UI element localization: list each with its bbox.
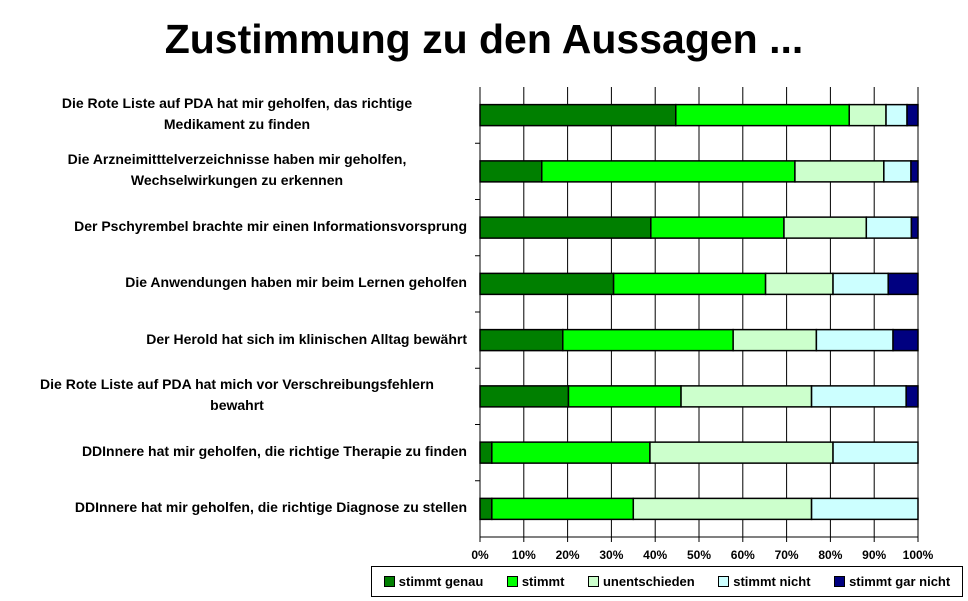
category-label: DDInnere hat mir geholfen, die richtige … <box>0 497 467 518</box>
category-label-line: Die Anwendungen haben mir beim Lernen ge… <box>125 274 467 291</box>
legend-item: stimmt nicht <box>718 574 811 589</box>
bar-segment-unentschieden <box>680 385 813 408</box>
bar-segment-stimmt <box>562 328 734 352</box>
bar-segment-stimmt-nicht <box>810 385 907 408</box>
bar-segment-stimmt-nicht <box>865 216 913 239</box>
bar-segment-stimmt-genau <box>479 272 615 296</box>
category-label: Der Pschyrembel brachte mir einen Inform… <box>0 216 467 237</box>
bar-segment-stimmt <box>675 103 850 127</box>
bar-segment-stimmt <box>650 216 785 239</box>
bar-segment-stimmt-nicht <box>832 441 919 464</box>
legend-item: unentschieden <box>587 574 695 589</box>
chart-title: Zustimmung zu den Aussagen ... <box>164 16 804 62</box>
category-label-line: DDInnere hat mir geholfen, die richtige … <box>81 443 467 460</box>
bar-segment-stimmt <box>491 497 635 521</box>
bar-segment-stimmt-gar-nicht <box>887 272 919 296</box>
category-label: DDInnere hat mir geholfen, die richtige … <box>0 441 467 462</box>
bar-segment-stimmt-nicht <box>832 272 889 296</box>
bar-segment-stimmt-gar-nicht <box>906 103 919 127</box>
bar-segment-stimmt <box>567 385 682 408</box>
bar-segment-unentschieden <box>783 216 868 239</box>
bar-segment-stimmt-genau <box>479 216 652 239</box>
bar-segment-unentschieden <box>632 497 813 521</box>
bar-segment-stimmt-gar-nicht <box>905 385 919 408</box>
x-tick-label: 30% <box>599 548 624 562</box>
x-tick-label: 40% <box>643 548 668 562</box>
legend-swatch <box>718 576 730 587</box>
bar-segment-stimmt-genau <box>479 103 677 127</box>
bar-segment-stimmt-genau <box>479 385 570 408</box>
category-label: Die Anwendungen haben mir beim Lernen ge… <box>0 272 467 293</box>
x-tick-label: 100% <box>902 548 934 562</box>
legend-swatch <box>506 576 518 587</box>
bar-segment-stimmt-genau <box>479 497 493 521</box>
category-label-line: Der Pschyrembel brachte mir einen Inform… <box>74 218 467 235</box>
category-label-line: bewahrt <box>210 397 264 414</box>
bar-segment-stimmt-nicht <box>815 328 894 352</box>
bar-segment-stimmt-gar-nicht <box>892 328 919 352</box>
legend-label: stimmt genau <box>398 574 484 589</box>
category-label-line: Der Herold hat sich im klinischen Alltag… <box>146 330 467 347</box>
bar-segment-stimmt-nicht <box>883 160 912 183</box>
x-tick-label: 90% <box>862 548 887 562</box>
legend-swatch <box>383 576 395 587</box>
x-tick-label: 20% <box>555 548 580 562</box>
category-label-line: Medikament zu finden <box>163 116 311 133</box>
bar-segment-stimmt-nicht <box>810 497 919 521</box>
legend-item: stimmt genau <box>383 574 484 589</box>
bar-segment-stimmt-genau <box>479 160 543 183</box>
bar-segment-stimmt <box>541 160 796 183</box>
category-label: Der Herold hat sich im klinischen Alltag… <box>0 329 467 350</box>
legend-label: stimmt nicht <box>733 574 811 589</box>
bar-segment-stimmt-nicht <box>885 103 908 127</box>
legend-label: unentschieden <box>602 574 695 589</box>
category-label: Die Rote Liste auf PDA hat mich vor Vers… <box>7 374 467 416</box>
category-label: Die Rote Liste auf PDA hat mir geholfen,… <box>7 93 467 135</box>
x-tick-label: 70% <box>774 548 799 562</box>
category-label-line: Die Rote Liste auf PDA hat mich vor Vers… <box>40 376 434 393</box>
bar-segment-unentschieden <box>649 441 834 464</box>
legend-label: stimmt gar nicht <box>849 574 951 589</box>
x-tick-label: 10% <box>511 548 536 562</box>
category-label-line: DDInnere hat mir geholfen, die richtige … <box>74 499 467 516</box>
legend: stimmt genau stimmt unentschieden stimmt ni… <box>371 566 963 597</box>
legend-item: stimmt gar nicht <box>834 574 950 589</box>
category-label: Die Arzneimitttelverzeichnisse haben mir… <box>7 149 467 191</box>
category-label-line: Die Arzneimitttelverzeichnisse haben mir… <box>67 151 407 168</box>
category-label-line: Die Rote Liste auf PDA hat mir geholfen,… <box>61 95 413 112</box>
category-label-line: Wechselwirkungen zu erkennen <box>130 172 344 189</box>
x-tick-label: 60% <box>730 548 755 562</box>
legend-swatch <box>834 576 846 587</box>
bar-segment-unentschieden <box>848 103 887 127</box>
x-tick-label: 0% <box>471 548 489 562</box>
bar-segment-stimmt-genau <box>479 441 493 464</box>
bar-segment-unentschieden <box>732 328 818 352</box>
legend-item: stimmt <box>506 574 565 589</box>
x-tick-label: 80% <box>818 548 843 562</box>
bar-segment-stimmt-genau <box>479 328 564 352</box>
bar-segment-unentschieden <box>764 272 834 296</box>
bar-segment-stimmt-gar-nicht <box>910 216 919 239</box>
legend-swatch <box>587 576 599 587</box>
legend-label: stimmt <box>521 574 565 589</box>
bar-segment-stimmt <box>612 272 767 296</box>
bar-segment-unentschieden <box>794 160 885 183</box>
bar-segment-stimmt-gar-nicht <box>910 160 919 183</box>
x-tick-label: 50% <box>686 548 712 562</box>
bar-segment-stimmt <box>491 441 651 464</box>
